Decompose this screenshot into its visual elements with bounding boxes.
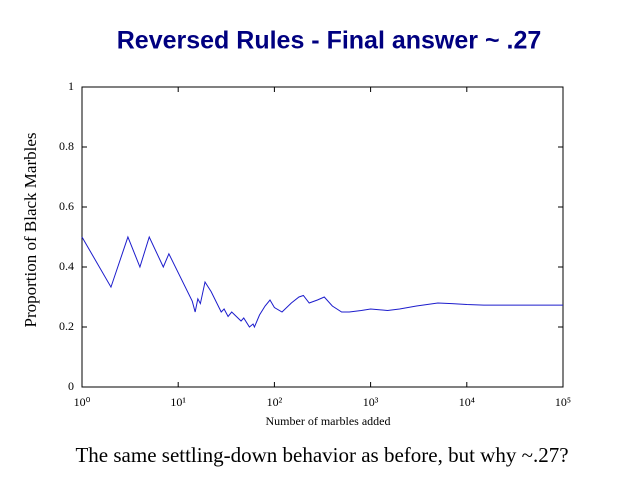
x-tick-label: 10² xyxy=(267,395,283,409)
caption: The same settling-down behavior as befor… xyxy=(75,443,568,467)
x-tick-label: 10⁴ xyxy=(459,395,475,409)
x-tick-label: 10¹ xyxy=(170,395,186,409)
data-line xyxy=(81,235,563,329)
y-tick-label: 1 xyxy=(68,79,74,93)
y-axis-label: Proportion of Black Marbles xyxy=(21,133,40,328)
y-tick-label: 0.2 xyxy=(59,319,74,333)
chart-title: Reversed Rules - Final answer ~ .27 xyxy=(117,27,542,55)
x-tick-label: 10⁵ xyxy=(555,395,571,409)
x-tick-label: 10⁰ xyxy=(74,395,91,409)
y-tick-label: 0.6 xyxy=(59,199,74,213)
y-tick-label: 0 xyxy=(68,379,74,393)
y-tick-label: 0.8 xyxy=(59,139,74,153)
x-tick-label: 10³ xyxy=(363,395,379,409)
x-axis-label: Number of marbles added xyxy=(266,414,391,428)
plot-frame xyxy=(81,86,564,388)
y-tick-label: 0.4 xyxy=(59,259,74,273)
